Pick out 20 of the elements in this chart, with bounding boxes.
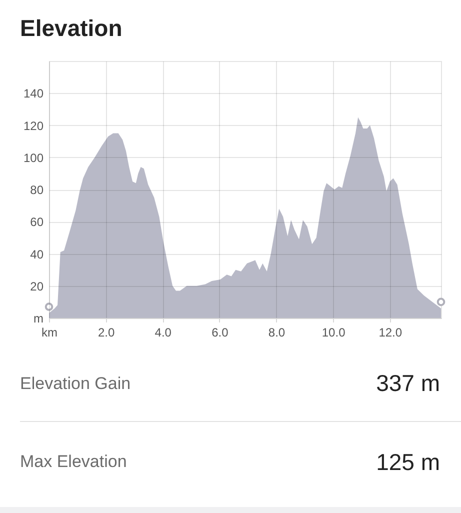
y-tick-label: 140 (23, 86, 44, 101)
y-tick-label: 20 (30, 279, 44, 294)
y-tick-label: 120 (23, 118, 44, 133)
y-tick-label: 80 (30, 183, 44, 197)
text: 125 m (376, 448, 440, 476)
y-tick-label: 60 (30, 215, 44, 230)
y-tick-label: 40 (30, 247, 44, 262)
text: 337 m (376, 370, 440, 397)
chart-title: Elevation (20, 15, 122, 41)
text: Elevation Gain (20, 374, 131, 394)
text: Max Elevation (20, 452, 127, 472)
x-tick-label: 2.0 (98, 326, 115, 340)
x-tick-label: 8.0 (268, 326, 286, 340)
x-tick-label: 12.0 (378, 326, 402, 340)
x-tick-label: km (42, 326, 58, 340)
y-tick-label: m (34, 312, 44, 326)
x-tick-label: 4.0 (154, 326, 172, 340)
y-tick-label: 100 (23, 150, 44, 165)
x-tick-label: 10.0 (322, 326, 346, 340)
x-tick-label: 6.0 (212, 326, 229, 340)
